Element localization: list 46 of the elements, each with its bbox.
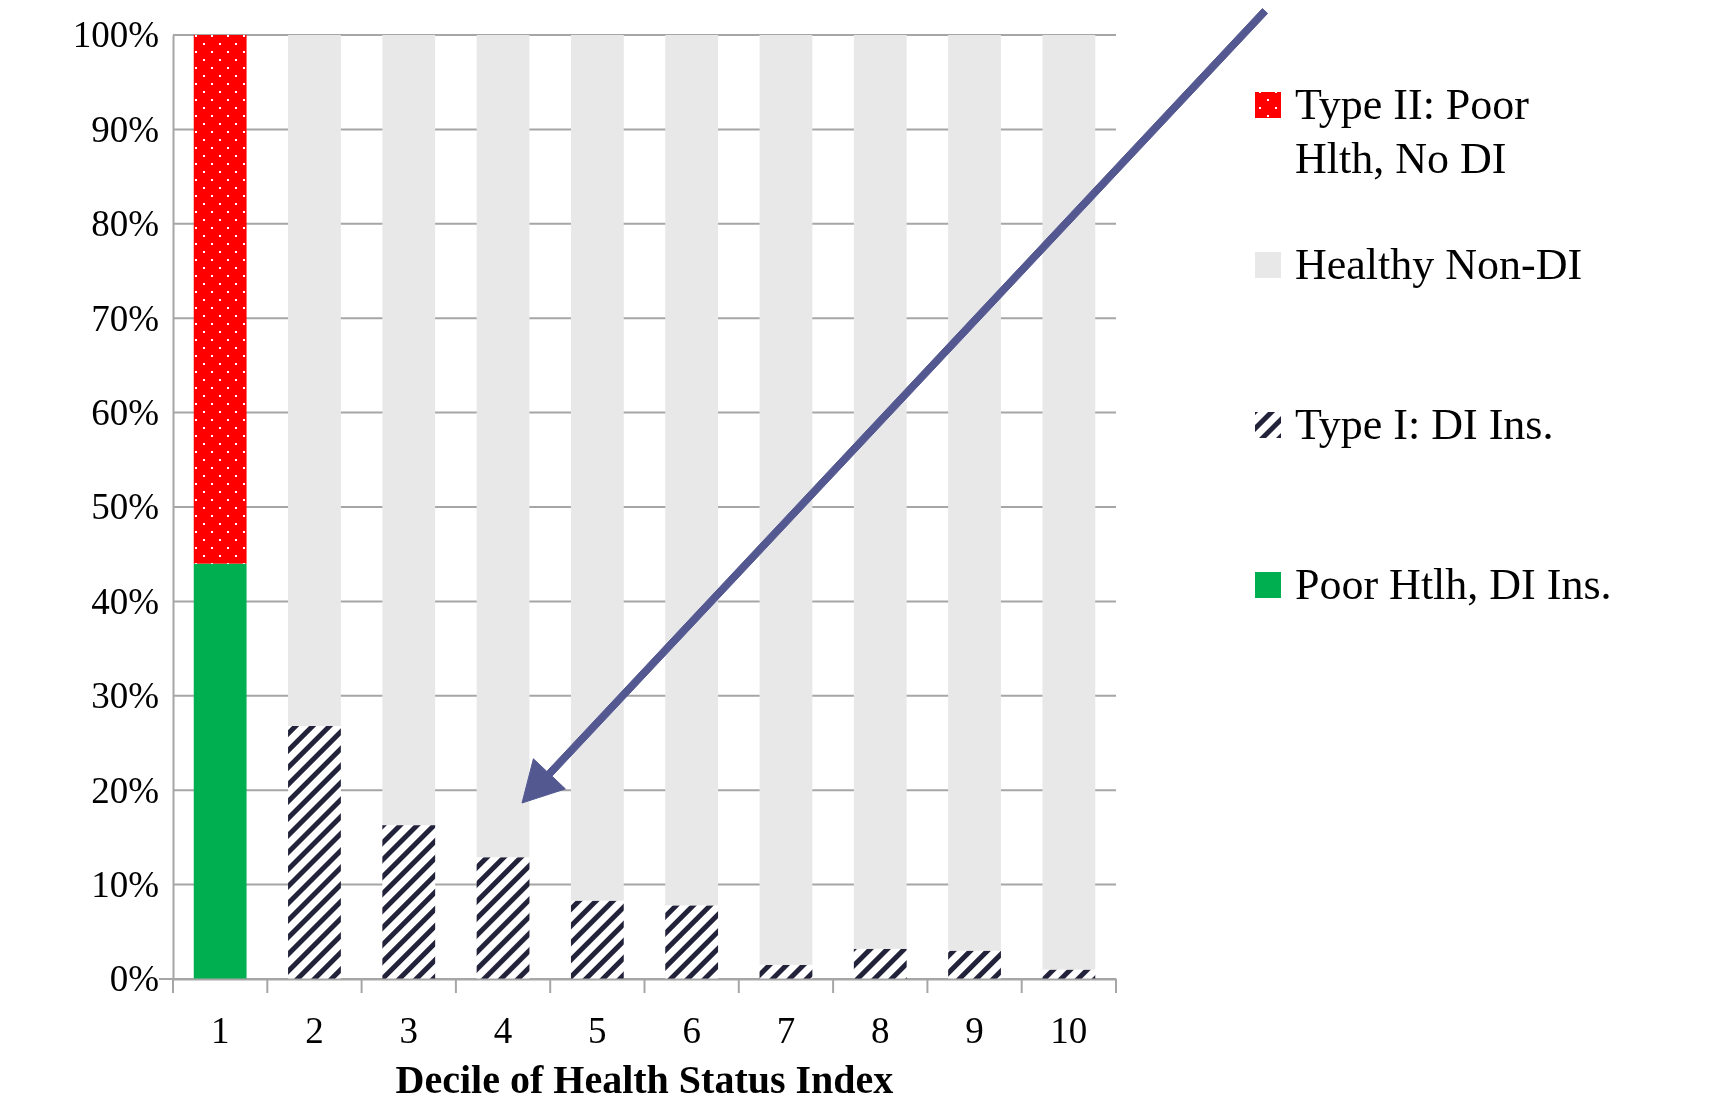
x-tick-label: 8 bbox=[871, 1010, 890, 1052]
y-tick-label: 50% bbox=[91, 486, 159, 528]
x-tick-label: 6 bbox=[682, 1010, 701, 1052]
x-tick-label: 9 bbox=[965, 1010, 984, 1052]
y-tick-label: 90% bbox=[91, 108, 159, 150]
bar bbox=[853, 948, 907, 979]
bar bbox=[193, 563, 247, 979]
bar bbox=[382, 825, 436, 979]
y-tick-label: 30% bbox=[91, 675, 159, 717]
bar bbox=[665, 35, 719, 906]
bar bbox=[665, 905, 719, 979]
x-tick-label: 4 bbox=[493, 1010, 513, 1052]
y-tick-label: 20% bbox=[91, 769, 159, 811]
bar bbox=[382, 35, 436, 826]
x-tick-label: 5 bbox=[588, 1010, 607, 1052]
bar bbox=[1042, 969, 1096, 979]
y-tick-label: 0% bbox=[109, 958, 159, 1000]
bar bbox=[570, 35, 624, 901]
x-tick-label: 3 bbox=[399, 1010, 418, 1052]
y-tick-label: 40% bbox=[91, 580, 159, 622]
bar bbox=[948, 35, 1001, 951]
bar bbox=[759, 964, 813, 979]
y-tick-label: 70% bbox=[91, 297, 159, 339]
x-tick-label: 2 bbox=[305, 1010, 324, 1052]
bar bbox=[476, 857, 530, 979]
bar bbox=[193, 35, 247, 564]
x-tick-label: 1 bbox=[210, 1010, 230, 1052]
legend-label: Healthy Non-DI bbox=[1295, 240, 1583, 289]
x-tick-label: 7 bbox=[776, 1010, 796, 1052]
legend-label: Type I: DI Ins. bbox=[1295, 400, 1554, 449]
legend-label: Poor Htlh, DI Ins. bbox=[1295, 560, 1612, 609]
y-tick-label: 10% bbox=[91, 863, 159, 905]
bar bbox=[570, 900, 624, 979]
bar bbox=[288, 726, 341, 979]
bar bbox=[1042, 35, 1096, 970]
bar bbox=[948, 950, 1001, 979]
y-tick-label: 80% bbox=[91, 203, 159, 245]
y-tick-label: 100% bbox=[72, 14, 159, 56]
legend-label: Type II: Poor Hlth, No DI bbox=[1295, 80, 1530, 183]
x-tick-label: 10 bbox=[1050, 1010, 1088, 1052]
bar bbox=[476, 35, 530, 858]
bar bbox=[288, 35, 341, 727]
x-axis-title: Decile of Health Status Index bbox=[395, 1057, 894, 1101]
bar bbox=[759, 35, 813, 965]
y-tick-label: 60% bbox=[91, 391, 159, 433]
bar bbox=[853, 35, 907, 949]
